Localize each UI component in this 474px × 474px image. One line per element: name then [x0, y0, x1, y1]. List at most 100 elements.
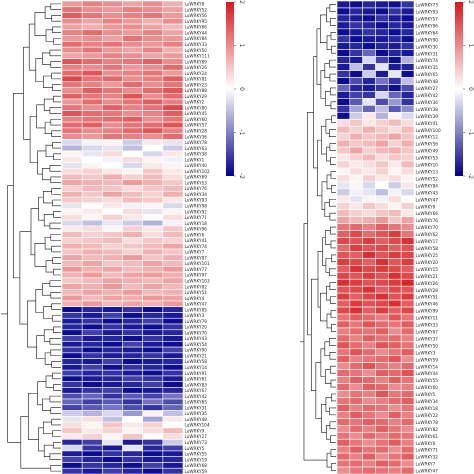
heatmap-cell: [400, 230, 415, 238]
dendrogram-branch: [49, 49, 61, 57]
heatmap-cell: [400, 35, 415, 44]
row-label: LuWRKY43: [416, 190, 439, 195]
heatmap-cell: [336, 425, 351, 433]
heatmap-cell: [142, 41, 164, 48]
row-label: LuWRKY20: [416, 260, 439, 265]
heatmap-cell: [61, 0, 83, 8]
dendrogram-branch: [329, 338, 336, 346]
heatmap-cell: [400, 63, 415, 71]
heatmap-cell: [162, 6, 184, 13]
heatmap-cell: [102, 283, 123, 290]
heatmap-cell: [122, 462, 143, 469]
heatmap-cell: [362, 271, 376, 280]
heatmap-cell: [375, 153, 389, 162]
heatmap-cell: [102, 289, 123, 296]
dendrogram-branch: [50, 465, 61, 472]
heatmap-cell: [162, 335, 184, 342]
heatmap-cell: [400, 292, 415, 301]
heatmap-cell: [375, 105, 389, 113]
dendrogram-branch: [331, 45, 336, 54]
dendrogram-branch: [43, 306, 53, 319]
heatmap-cell: [102, 116, 123, 123]
row-label: LuWRKY93: [185, 198, 208, 203]
heatmap-cell: [375, 0, 389, 9]
heatmap-cell: [122, 81, 143, 88]
row-label: LuWRKY60: [416, 385, 439, 390]
heatmap-cell: [349, 28, 363, 37]
heatmap-cell: [336, 21, 351, 30]
heatmap-cell: [388, 70, 402, 78]
heatmap-cell: [162, 427, 184, 434]
row-label: LuWRKY66: [416, 211, 439, 216]
heatmap-cell: [142, 248, 164, 256]
heatmap-cell: [61, 323, 83, 331]
row-label: LuWRKY34: [416, 399, 439, 404]
heatmap-cell: [81, 64, 103, 71]
heatmap-cell: [162, 433, 184, 440]
heatmap-cell: [61, 133, 83, 140]
heatmap-cell: [142, 467, 164, 474]
heatmap-cell: [61, 283, 83, 290]
heatmap-cell: [81, 456, 103, 463]
dendrogram-branch: [51, 72, 61, 80]
dendrogram-branch: [50, 3, 61, 10]
heatmap-cell: [349, 14, 363, 23]
heatmap-cell: [362, 278, 376, 287]
heatmap-cell: [102, 121, 123, 129]
heatmap-cell: [81, 260, 103, 267]
heatmap-cell: [400, 70, 415, 78]
heatmap-cell: [388, 21, 402, 30]
heatmap-cell: [349, 174, 363, 183]
heatmap-cell: [102, 92, 123, 100]
heatmap-cell: [349, 181, 363, 190]
row-label: LuWRKY84: [185, 36, 208, 41]
heatmap-cell: [61, 23, 83, 31]
heatmap-cell: [61, 317, 83, 325]
heatmap-cell: [142, 150, 164, 158]
row-label: LuWRKY63: [185, 146, 208, 151]
heatmap-cell: [61, 98, 83, 106]
heatmap-cell: [375, 383, 389, 391]
heatmap-cell: [362, 306, 376, 315]
heatmap-cell: [349, 77, 363, 85]
heatmap-cell: [375, 216, 389, 224]
heatmap-cell: [61, 52, 83, 59]
heatmap-cell: [61, 260, 83, 267]
heatmap-cell: [122, 6, 143, 13]
dendrogram-branch: [330, 310, 336, 318]
heatmap-cell: [142, 12, 164, 19]
heatmap-cell: [336, 411, 351, 419]
heatmap-cell: [142, 387, 164, 394]
heatmap-cell: [81, 18, 103, 25]
heatmap-cell: [122, 352, 143, 359]
heatmap-cell: [388, 278, 402, 287]
heatmap-cell: [162, 387, 184, 394]
heatmap-cell: [162, 329, 184, 336]
heatmap-cell: [375, 411, 389, 419]
dendrogram-branch: [329, 282, 336, 290]
heatmap-cell: [61, 35, 83, 42]
row-label: LuWRKY99: [416, 309, 439, 314]
dendrogram-branch: [50, 176, 61, 184]
heatmap-cell: [81, 75, 103, 83]
dendrogram-branch: [330, 365, 336, 374]
row-label: LuWRKY27: [185, 434, 208, 439]
heatmap-cell: [81, 398, 103, 406]
heatmap-cell: [61, 242, 83, 250]
heatmap-cell: [362, 438, 376, 447]
heatmap-cell: [142, 456, 164, 463]
heatmap-cell: [142, 64, 164, 71]
heatmap-cell: [400, 404, 415, 412]
heatmap-cell: [61, 306, 83, 313]
heatmap-cell: [81, 6, 103, 13]
heatmap-cell: [349, 306, 363, 315]
heatmap-cell: [375, 209, 389, 217]
heatmap-cell: [81, 225, 103, 233]
dendrogram-branch: [50, 118, 61, 126]
heatmap-cell: [61, 191, 83, 198]
heatmap-cell: [349, 91, 363, 99]
heatmap-cell: [375, 160, 389, 169]
heatmap-cell: [349, 397, 363, 405]
heatmap-cell: [81, 346, 103, 354]
heatmap-cell: [61, 237, 83, 244]
